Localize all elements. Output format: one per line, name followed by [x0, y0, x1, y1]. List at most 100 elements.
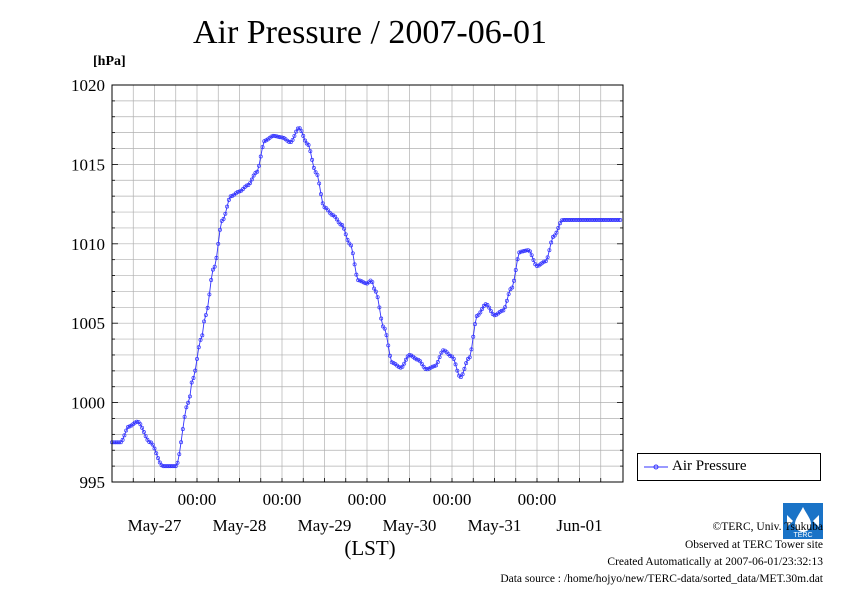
data-point	[200, 333, 205, 338]
y-axis-label: [hPa]	[93, 54, 126, 69]
data-point	[184, 405, 189, 410]
data-point	[317, 181, 322, 186]
data-point	[485, 303, 490, 307]
data-point	[187, 394, 192, 399]
data-point	[552, 233, 557, 238]
data-point	[301, 133, 306, 138]
data-point	[311, 165, 316, 170]
data-point	[143, 434, 148, 439]
x-time-label: 00:00	[348, 490, 387, 509]
chart-title: Air Pressure / 2007-06-01	[192, 14, 548, 51]
data-point	[453, 362, 458, 367]
data-point	[329, 212, 334, 217]
copyright-text: ©TERC, Univ. Tsukuba	[712, 521, 823, 533]
data-point	[193, 368, 198, 373]
data-point	[375, 295, 380, 300]
svg-text:TERC: TERC	[793, 532, 812, 539]
data-point	[189, 380, 194, 385]
data-point	[529, 253, 534, 258]
data-point	[473, 322, 477, 327]
data-point	[218, 227, 222, 232]
data-point	[489, 309, 493, 314]
data-point	[295, 126, 300, 131]
data-point	[248, 181, 253, 186]
data-point	[303, 138, 307, 143]
data-point	[434, 363, 439, 368]
data-point	[616, 218, 621, 222]
data-point	[414, 357, 419, 362]
data-point	[506, 292, 511, 296]
x-date-label: May-27	[128, 516, 182, 535]
data-point	[370, 280, 375, 285]
x-time-label: 00:00	[178, 490, 217, 509]
data-point	[501, 308, 506, 313]
data-point	[276, 134, 281, 139]
data-point	[504, 298, 509, 303]
created-text: Created Automatically at 2007-06-01/23:3…	[607, 556, 823, 568]
data-point	[313, 170, 318, 175]
data-point	[294, 129, 299, 134]
data-point	[471, 334, 476, 339]
data-point	[441, 348, 446, 353]
x-date-label: Jun-01	[556, 516, 602, 535]
data-point	[334, 217, 339, 222]
y-tick-label: 995	[80, 473, 106, 492]
data-point	[244, 183, 249, 188]
source-text: Data source : /home/hojyo/new/TERC-data/…	[500, 573, 823, 585]
data-point	[382, 326, 387, 331]
data-point	[212, 264, 217, 269]
data-point	[384, 333, 389, 338]
data-point	[547, 248, 552, 253]
data-point	[157, 460, 162, 465]
data-point	[423, 366, 428, 371]
data-point	[228, 194, 233, 199]
data-point	[198, 337, 203, 342]
data-point	[512, 278, 516, 283]
x-time-label: 00:00	[518, 490, 557, 509]
data-point	[271, 133, 276, 138]
data-point	[209, 278, 214, 282]
data-point	[173, 464, 178, 469]
data-point	[354, 272, 359, 277]
data-point	[460, 372, 465, 377]
data-point	[179, 440, 184, 445]
x-time-label: 00:00	[433, 490, 472, 509]
data-point	[235, 189, 240, 194]
data-point	[207, 292, 212, 297]
data-point	[125, 425, 130, 430]
data-point	[287, 139, 292, 144]
data-point	[543, 259, 548, 264]
data-point	[527, 249, 532, 254]
data-point	[195, 356, 199, 361]
data-point	[210, 267, 215, 272]
terc-logo: TERC	[783, 503, 823, 539]
data-point	[404, 357, 408, 362]
data-point	[425, 367, 430, 372]
data-point	[618, 218, 623, 222]
data-point	[363, 281, 368, 286]
data-point	[492, 313, 497, 318]
data-point	[503, 305, 508, 309]
data-point	[524, 248, 529, 253]
data-point	[522, 248, 527, 253]
data-point	[386, 343, 391, 348]
data-point	[448, 353, 453, 358]
data-point	[343, 232, 348, 237]
data-point	[237, 189, 242, 194]
data-point	[154, 451, 159, 456]
data-point	[186, 400, 191, 405]
data-point	[455, 368, 460, 373]
data-point	[352, 262, 357, 267]
data-point	[260, 145, 265, 150]
data-point	[554, 230, 559, 235]
data-point	[216, 241, 221, 246]
data-point	[356, 278, 361, 283]
data-point	[310, 157, 315, 162]
x-date-label: May-31	[468, 516, 522, 535]
data-point	[225, 204, 230, 209]
data-point	[226, 197, 231, 202]
data-point	[396, 364, 401, 369]
legend-line-marker	[644, 464, 668, 470]
data-point	[483, 302, 488, 307]
data-point	[306, 143, 311, 147]
